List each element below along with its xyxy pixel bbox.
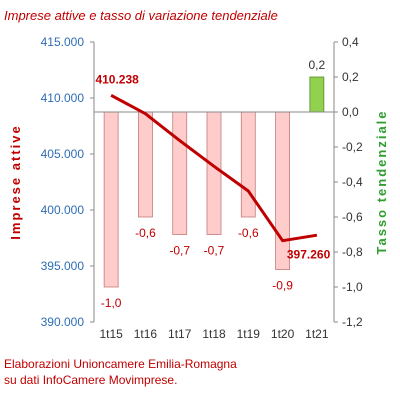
line-imprese-attive [110,93,318,243]
x-tick-label: 1t19 [237,327,261,341]
right-tick-label: -1,2 [342,315,363,329]
left-tick-label: 390.000 [41,315,85,329]
chart-title: Imprese attive e tasso di variazione ten… [4,8,278,23]
right-tick-label: -1,0 [342,280,363,294]
line-label-first: 410.238 [95,72,139,86]
footer-line-2: su dati InfoCamere Movimprese. [4,373,177,387]
right-tick-label: -0,2 [342,140,363,154]
right-tick-label: 0,2 [342,70,359,84]
left-tick-label: 415.000 [41,35,85,49]
left-tick-label: 400.000 [41,203,85,217]
bar-label-1t16: -0,6 [135,226,156,240]
bar-1t19 [240,111,256,218]
bar-1t15 [103,111,119,288]
x-tick-label: 1t18 [202,327,226,341]
footer-line-1: Elaborazioni Unioncamere Emilia-Romagna [4,357,237,371]
x-tick-label: 1t17 [168,327,192,341]
right-tick-label: -0,8 [342,245,363,259]
bar-label-1t21: 0,2 [309,58,326,72]
x-tick-label: 1t16 [134,327,158,341]
right-tick-label: -0,4 [342,175,363,189]
right-tick-label: 0,4 [342,35,359,49]
bar-label-1t15: -1,0 [101,296,122,310]
left-axis-title: Imprese attive [8,124,23,239]
bar-1t16 [138,111,153,218]
left-tick-label: 410.000 [41,91,85,105]
right-axis-title: Tasso tendenziale [374,109,389,254]
bar-1t18 [206,111,222,235]
plot-area: -1,0 -0,6 -0,7 -0,7 -0,6 -0,9 0,2 390.000 395.00… [8,35,389,341]
right-tick-label: 0,0 [342,105,359,119]
bar-1t20 [275,111,290,270]
x-tick-label: 1t15 [99,327,123,341]
bar-label-1t20: -0,9 [272,279,293,293]
line-label-last: 397.260 [287,248,331,262]
left-tick-label: 405.000 [41,147,85,161]
bar-label-1t19: -0,6 [238,226,259,240]
x-tick-label: 1t21 [305,327,329,341]
left-tick-label: 395.000 [41,259,85,273]
right-tick-label: -0,6 [342,210,363,224]
bar-label-1t17: -0,7 [169,244,190,258]
x-tick-label: 1t20 [271,327,295,341]
bar-1t21 [309,76,325,113]
bar-label-1t18: -0,7 [204,244,225,258]
bar-1t17 [172,111,188,235]
